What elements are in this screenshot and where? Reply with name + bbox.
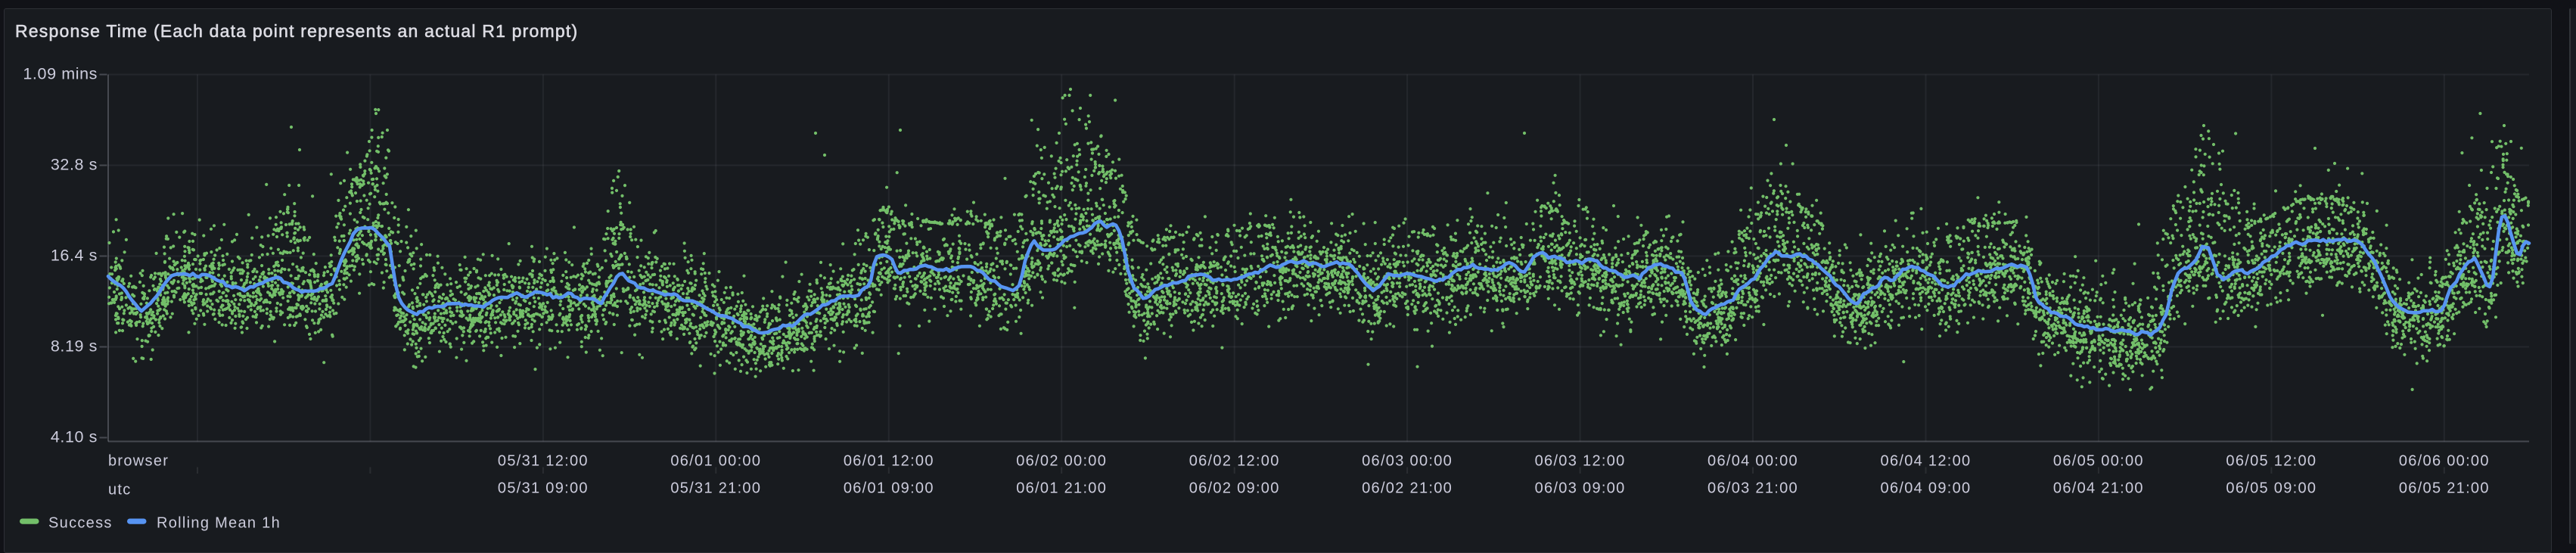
svg-text:06/02 00:00: 06/02 00:00 (1016, 453, 1107, 470)
svg-text:06/02 12:00: 06/02 12:00 (1189, 453, 1280, 470)
svg-text:06/04 00:00: 06/04 00:00 (1707, 453, 1798, 470)
svg-text:05/31 21:00: 05/31 21:00 (670, 480, 761, 497)
svg-text:4.10 s: 4.10 s (51, 428, 98, 446)
svg-text:05/31 09:00: 05/31 09:00 (498, 480, 589, 497)
svg-text:utc: utc (108, 482, 132, 499)
svg-text:Success: Success (48, 515, 113, 532)
svg-text:06/01 09:00: 06/01 09:00 (844, 480, 934, 497)
svg-text:06/01 00:00: 06/01 00:00 (670, 453, 761, 470)
svg-text:06/01 21:00: 06/01 21:00 (1016, 480, 1107, 497)
svg-text:05/31 12:00: 05/31 12:00 (498, 453, 589, 470)
svg-text:32.8 s: 32.8 s (51, 156, 98, 174)
svg-text:06/05 09:00: 06/05 09:00 (2226, 480, 2317, 497)
svg-text:06/03 21:00: 06/03 21:00 (1707, 480, 1798, 497)
svg-text:06/05 21:00: 06/05 21:00 (2399, 480, 2490, 497)
svg-text:06/04 21:00: 06/04 21:00 (2053, 480, 2144, 497)
svg-text:06/05 12:00: 06/05 12:00 (2226, 453, 2317, 470)
svg-text:8.19 s: 8.19 s (51, 337, 98, 356)
svg-text:1.09 mins: 1.09 mins (23, 65, 98, 83)
svg-text:06/05 00:00: 06/05 00:00 (2053, 453, 2144, 470)
svg-text:06/04 09:00: 06/04 09:00 (1881, 480, 1972, 497)
svg-text:06/03 00:00: 06/03 00:00 (1362, 453, 1453, 470)
svg-text:16.4 s: 16.4 s (51, 247, 98, 265)
svg-text:06/04 12:00: 06/04 12:00 (1881, 453, 1972, 470)
svg-text:browser: browser (108, 453, 169, 470)
svg-text:06/03 12:00: 06/03 12:00 (1535, 453, 1626, 470)
svg-text:06/03 09:00: 06/03 09:00 (1535, 480, 1626, 497)
svg-text:Rolling Mean 1h: Rolling Mean 1h (157, 515, 281, 532)
svg-text:06/06 00:00: 06/06 00:00 (2399, 453, 2490, 470)
svg-text:06/01 12:00: 06/01 12:00 (844, 453, 934, 470)
svg-text:06/02 21:00: 06/02 21:00 (1362, 480, 1453, 497)
svg-text:06/02 09:00: 06/02 09:00 (1189, 480, 1280, 497)
